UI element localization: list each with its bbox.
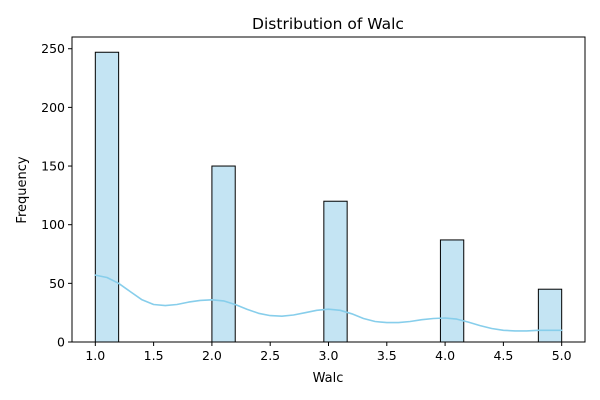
x-tick-label: 1.0 — [85, 348, 105, 363]
histogram-bar-2 — [211, 165, 236, 343]
y-tick-label: 200 — [41, 100, 65, 115]
y-tick-label: 250 — [41, 41, 65, 56]
histogram-bar-3 — [323, 200, 348, 343]
x-tick-label: 2.5 — [260, 348, 280, 363]
kde-line — [94, 274, 563, 332]
x-axis-label: Walc — [313, 371, 344, 386]
y-tick-label: 0 — [57, 335, 65, 350]
histogram-bar-4 — [439, 239, 465, 343]
x-tick-label: 4.0 — [435, 348, 455, 363]
y-axis-label: Frequency — [15, 156, 30, 223]
histogram-bar-1 — [94, 51, 120, 343]
histogram-bar-5 — [537, 288, 563, 343]
x-tick-label: 5.0 — [552, 348, 572, 363]
x-tick-label: 2.0 — [202, 348, 222, 363]
x-tick-label: 3.5 — [377, 348, 397, 363]
x-tick-label: 1.5 — [144, 348, 164, 363]
x-tick-label: 3.0 — [319, 348, 339, 363]
y-tick-label: 50 — [49, 276, 65, 291]
chart-title: Distribution of Walc — [252, 15, 404, 33]
x-tick-label: 4.5 — [493, 348, 513, 363]
plot-area: 1.0 1.5 2.0 2.5 3.0 3.5 4.0 4.5 5.0 0 50 100 150 200 2… — [41, 36, 586, 363]
y-tick-label: 150 — [41, 159, 65, 174]
y-tick-label: 100 — [41, 217, 65, 232]
